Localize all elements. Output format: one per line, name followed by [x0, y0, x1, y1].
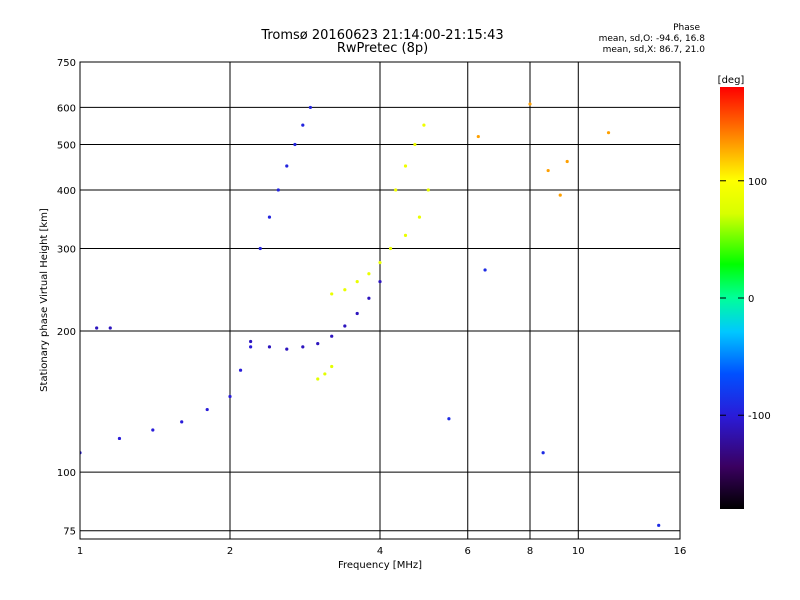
data-point	[267, 215, 272, 219]
data-point	[301, 345, 305, 349]
data-point	[394, 188, 398, 192]
y-tick-label: 300	[57, 245, 76, 256]
colorbar-tick-label: 0	[748, 294, 754, 305]
colorbar-tick-label: -100	[748, 411, 771, 422]
data-point	[558, 193, 562, 197]
data-point	[330, 292, 334, 296]
data-point	[422, 123, 426, 127]
data-point	[117, 436, 122, 441]
x-tick-label: 16	[674, 546, 687, 557]
y-tick-label: 600	[57, 103, 76, 114]
data-point	[180, 420, 184, 424]
data-point	[108, 326, 112, 330]
data-point	[355, 279, 359, 284]
x-tick-label: 4	[377, 546, 383, 557]
data-point	[316, 342, 320, 346]
data-points	[80, 102, 661, 527]
data-point	[276, 188, 280, 192]
y-tick-label: 200	[57, 327, 76, 338]
x-tick-label: 10	[572, 546, 585, 557]
data-point	[417, 215, 422, 219]
y-tick-labels: 75 100 200 300 400 500 600 750	[57, 58, 76, 538]
x-tick-label: 8	[527, 546, 533, 557]
data-point	[367, 296, 371, 300]
colorbar-label: [deg]	[718, 75, 745, 86]
y-tick-label: 500	[57, 141, 76, 152]
data-point	[528, 102, 532, 106]
data-point	[426, 188, 430, 192]
data-point	[323, 372, 327, 376]
data-point	[343, 324, 347, 328]
data-point	[355, 311, 359, 316]
colorbar-tick-label: 100	[748, 177, 767, 188]
data-point	[151, 428, 155, 432]
data-point	[403, 164, 408, 168]
data-point	[483, 268, 487, 272]
data-point	[249, 345, 253, 349]
data-point	[565, 159, 569, 164]
data-point	[285, 164, 289, 168]
y-tick-label: 750	[57, 58, 76, 69]
phase-summary-heading: Phase	[673, 23, 700, 33]
y-axis-label: Stationary phase Virtual Height [km]	[39, 208, 50, 392]
data-point	[330, 334, 334, 338]
x-tick-label: 2	[227, 546, 233, 557]
data-point	[378, 279, 382, 284]
data-point	[238, 368, 243, 372]
colorbar-ticks: 100 0 -100	[720, 177, 771, 422]
data-point	[308, 105, 313, 110]
data-point	[258, 246, 262, 251]
phase-summary-x: mean, sd,X: 86.7, 21.0	[602, 45, 705, 55]
data-point	[413, 142, 417, 147]
data-point	[249, 339, 253, 344]
x-tick-label: 1	[77, 546, 83, 557]
data-point	[285, 347, 289, 351]
data-point	[447, 417, 451, 421]
data-point	[205, 407, 209, 412]
data-point	[95, 326, 99, 330]
chart-title: Tromsø 20160623 21:14:00-21:15:43	[261, 28, 504, 43]
y-tick-label: 100	[57, 468, 76, 479]
data-point	[657, 523, 661, 527]
data-point	[546, 168, 550, 173]
x-tick-label: 6	[465, 546, 471, 557]
data-point	[367, 272, 371, 276]
phase-summary-o: mean, sd,O: -94.6, 16.8	[598, 34, 705, 44]
data-point	[541, 451, 545, 455]
data-point	[343, 288, 347, 292]
data-point	[267, 345, 272, 349]
data-point	[316, 377, 320, 381]
y-tick-label: 75	[63, 527, 76, 538]
chart-subtitle: RwPretec (8p)	[336, 41, 429, 56]
data-point	[330, 364, 334, 369]
x-axis-label: Frequency [MHz]	[338, 560, 422, 571]
data-point	[378, 260, 382, 265]
data-point	[606, 131, 611, 135]
data-point	[388, 246, 393, 251]
data-point	[293, 142, 297, 147]
data-point	[476, 134, 480, 139]
data-point	[403, 233, 408, 237]
y-tick-label: 400	[57, 186, 76, 197]
grid-lines	[80, 62, 680, 539]
x-tick-labels: 1 2 4 6 8 10 16	[77, 546, 687, 557]
data-point	[228, 394, 232, 399]
data-point	[301, 123, 305, 127]
plot-frame	[79, 61, 681, 540]
